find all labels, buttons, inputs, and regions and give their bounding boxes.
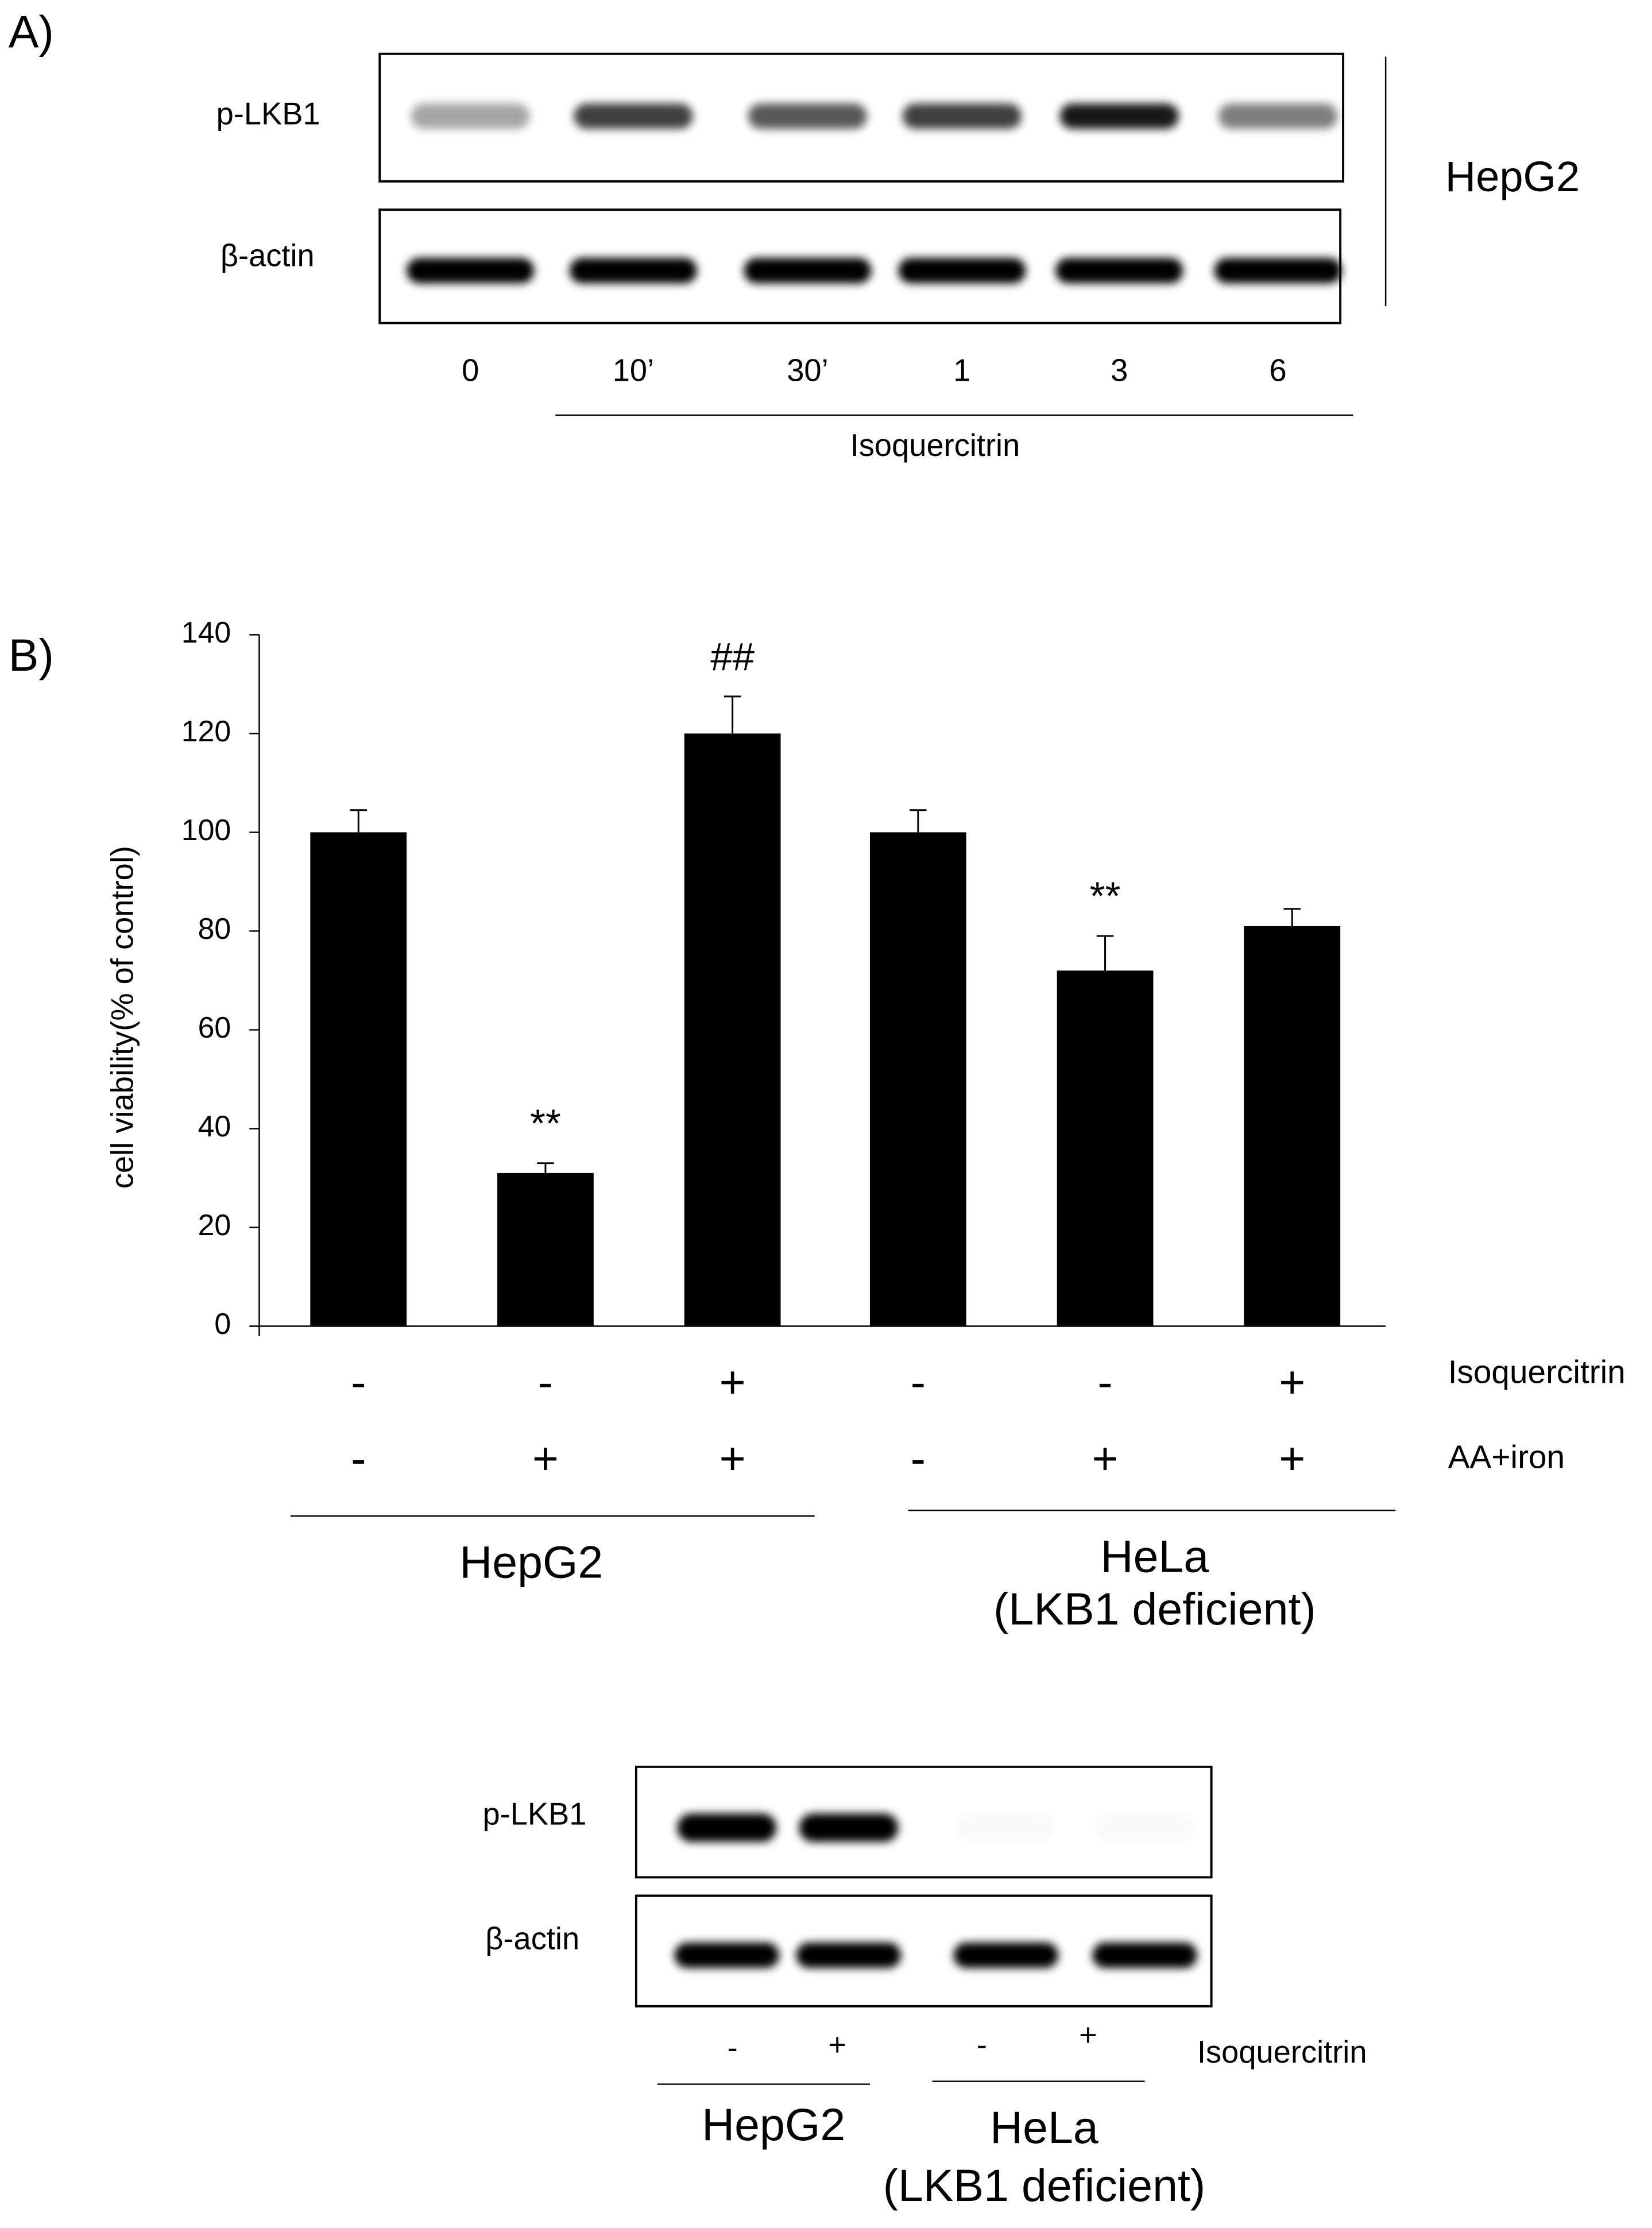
band (796, 1942, 902, 1968)
band (744, 258, 872, 284)
significance-label: ** (530, 1101, 561, 1146)
y-tick-label: 20 (198, 1208, 231, 1241)
error-bar (1096, 935, 1114, 971)
band (799, 1813, 899, 1842)
y-tick-label: 120 (181, 714, 231, 748)
condition-sign: + (719, 1357, 746, 1407)
band (748, 103, 868, 129)
significance-label: ** (1090, 873, 1121, 918)
condition-sign: - (1097, 1357, 1112, 1407)
condition-name: Isoquercitrin (1448, 1354, 1626, 1390)
condition-sign: - (351, 1433, 366, 1484)
lane-label: 0 (462, 353, 479, 388)
group-label: (LKB1 deficient) (883, 2160, 1206, 2211)
band (1218, 103, 1338, 129)
chart-content: 0 20 40 60 80 100 120 140 ** ## ** Isoquercitrin - - +… (181, 616, 1626, 1634)
band (411, 103, 530, 129)
bar (1244, 926, 1341, 1326)
band (1059, 103, 1179, 129)
band (902, 103, 1022, 129)
error-bar (1283, 908, 1301, 926)
y-tick-label: 0 (214, 1307, 231, 1340)
cell-line: HepG2 (1445, 153, 1580, 200)
error-bar (724, 695, 741, 734)
band (953, 1942, 1059, 1968)
lane-label: 30’ (787, 353, 828, 388)
y-axis-label: cell viability(% of control) (105, 846, 140, 1189)
bottom-blot-content: - + - + HepG2 HeLa (LKB1 deficient) (674, 1813, 1205, 2211)
treatment-label: Isoquercitrin (850, 428, 1020, 463)
panel-label: A) (9, 7, 54, 57)
group-label: HepG2 (459, 1537, 603, 1587)
row-label: β-actin (485, 1921, 579, 1956)
condition-sign: - (538, 1357, 553, 1407)
y-tick-label: 140 (181, 616, 231, 649)
error-bar (910, 809, 927, 833)
y-tick-label: 100 (181, 813, 231, 846)
group-label: HeLa (1101, 1531, 1209, 1581)
band (957, 1813, 1056, 1842)
band (1092, 1942, 1197, 1968)
y-tick-label: 80 (198, 912, 231, 945)
bar (869, 832, 966, 1326)
condition-sign: + (828, 2028, 846, 2063)
error-bar (537, 1162, 554, 1173)
y-tick-label: 40 (198, 1109, 231, 1143)
condition-sign: + (1279, 1433, 1305, 1484)
treatment-label: Isoquercitrin (1197, 2034, 1367, 2070)
group-label: HepG2 (702, 2099, 845, 2150)
band (674, 1942, 780, 1968)
band (898, 258, 1026, 284)
condition-sign: - (728, 2030, 738, 2065)
condition-sign: - (977, 2028, 987, 2063)
band (574, 103, 693, 129)
condition-sign: + (1092, 1433, 1119, 1484)
bar (1057, 970, 1154, 1326)
band (1095, 1813, 1194, 1842)
y-tick-label: 60 (198, 1011, 231, 1044)
band (407, 258, 535, 284)
row-label: p-LKB1 (482, 1797, 586, 1832)
band (677, 1813, 777, 1842)
condition-sign: + (1079, 2017, 1097, 2052)
row-label: β-actin (220, 238, 315, 273)
condition-sign: - (911, 1433, 926, 1484)
lane-label: 1 (953, 353, 970, 388)
lane-label: 3 (1111, 353, 1128, 388)
panel-label: B) (9, 630, 54, 680)
group-label: HeLa (990, 2102, 1098, 2153)
condition-sign: - (911, 1357, 926, 1407)
row-label: p-LKB1 (216, 96, 320, 131)
bar (497, 1173, 594, 1326)
condition-sign: - (351, 1357, 366, 1407)
condition-name: AA+iron (1448, 1439, 1565, 1475)
error-bar (350, 809, 367, 833)
significance-label: ## (710, 634, 755, 679)
condition-sign: + (532, 1433, 559, 1484)
panel-a-content: 0 10’ 30’ 1 3 6 (407, 103, 1342, 388)
condition-sign: + (719, 1433, 746, 1484)
bar (310, 832, 407, 1326)
group-label: (LKB1 deficient) (993, 1584, 1316, 1634)
condition-sign: + (1279, 1357, 1305, 1407)
band (1214, 258, 1342, 284)
lane-label: 6 (1270, 353, 1287, 388)
bar (684, 733, 781, 1326)
band (1055, 258, 1183, 284)
band (569, 258, 697, 284)
lane-label: 10’ (613, 353, 654, 388)
